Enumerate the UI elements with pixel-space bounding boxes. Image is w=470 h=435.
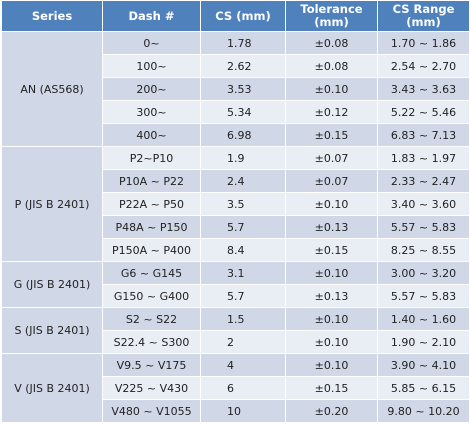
table-row: AN (AS568) 0~ 1.78 ±0.08 1.70 ~ 1.86 [1,31,470,147]
cs-range-cell: 2.33 ~ 2.47 [377,169,470,193]
dash-cell: P150A ~ P400 [102,238,201,262]
dash-cell: V225 ~ V430 [102,376,201,400]
table-row: 300~ 5.34 ±0.12 5.22 ~ 5.46 [2,100,470,124]
cs-range-cell: 3.40 ~ 3.60 [377,192,470,216]
tolerance-cell: ±0.15 [285,376,378,400]
cs-cell: 8.4 [200,238,286,262]
cs-cell: 10 [200,399,286,423]
cs-cell: 5.34 [200,100,286,124]
dash-cell: P2~P10 [102,146,201,170]
header-dash: Dash # [102,0,201,32]
tolerance-cell: ±0.10 [285,330,378,354]
dash-cell: 0~ [102,31,201,55]
cs-cell: 6 [200,376,286,400]
cs-cell: 3.5 [200,192,286,216]
tolerance-cell: ±0.10 [285,77,378,101]
header-cs-range: CS Range (mm) [377,0,470,32]
table-row: V225 ~ V430 6 ±0.15 5.85 ~ 6.15 [2,376,470,400]
series-cell: S (JIS B 2401) [1,307,103,354]
header-tolerance: Tolerance (mm) [285,0,378,32]
dash-cell: G6 ~ G145 [102,261,201,285]
header-row: Series Dash # CS (mm) Tolerance (mm) CS R… [1,0,470,32]
tolerance-cell: ±0.13 [285,215,378,239]
series-cell: AN (AS568) [1,31,103,147]
cs-cell: 2.62 [200,54,286,78]
table-row: P150A ~ P400 8.4 ±0.15 8.25 ~ 8.55 [2,238,470,262]
cs-cell: 1.5 [200,307,286,331]
cs-range-cell: 1.90 ~ 2.10 [377,330,470,354]
header-tolerance-line2: (mm) [314,15,349,29]
dash-cell: G150 ~ G400 [102,284,201,308]
tolerance-cell: ±0.08 [285,54,378,78]
table-row: V480 ~ V1055 10 ±0.20 9.80 ~ 10.20 [2,399,470,423]
tolerance-cell: ±0.07 [285,169,378,193]
dash-cell: 300~ [102,100,201,124]
dash-cell: P10A ~ P22 [102,169,201,193]
cs-range-cell: 3.00 ~ 3.20 [377,261,470,285]
series-cell: V (JIS B 2401) [1,353,103,423]
table-row: S (JIS B 2401) S2 ~ S22 1.5 ±0.10 1.40 ~… [1,307,470,354]
cs-range-cell: 5.57 ~ 5.83 [377,284,470,308]
series-cell: G (JIS B 2401) [1,261,103,308]
tolerance-cell: ±0.15 [285,238,378,262]
cs-cell: 5.7 [200,284,286,308]
cs-range-cell: 5.22 ~ 5.46 [377,100,470,124]
header-series: Series [1,0,103,32]
cs-range-cell: 6.83 ~ 7.13 [377,123,470,147]
dash-cell: 400~ [102,123,201,147]
cs-range-cell: 8.25 ~ 8.55 [377,238,470,262]
tolerance-cell: ±0.13 [285,284,378,308]
table-row: P (JIS B 2401) P2~P10 1.9 ±0.07 1.83 ~ 1… [1,146,470,262]
table-row: P22A ~ P50 3.5 ±0.10 3.40 ~ 3.60 [2,192,470,216]
dash-cell: P22A ~ P50 [102,192,201,216]
dash-cell: S22.4 ~ S300 [102,330,201,354]
cs-range-cell: 1.40 ~ 1.60 [377,307,470,331]
cs-cell: 5.7 [200,215,286,239]
tolerance-cell: ±0.08 [285,31,378,55]
table-row: 400~ 6.98 ±0.15 6.83 ~ 7.13 [2,123,470,147]
header-range-line2: (mm) [406,15,441,29]
cs-cell: 2 [200,330,286,354]
tolerance-cell: ±0.10 [285,192,378,216]
table-row: V (JIS B 2401) V9.5 ~ V175 4 ±0.10 3.90 … [1,353,470,423]
tolerance-cell: ±0.15 [285,123,378,147]
header-tolerance-line1: Tolerance [300,2,363,16]
table-row: G (JIS B 2401) G6 ~ G145 3.1 ±0.10 3.00 … [1,261,470,308]
table-row: P48A ~ P150 5.7 ±0.13 5.57 ~ 5.83 [2,215,470,239]
tolerance-cell: ±0.10 [285,353,378,377]
cs-cell: 3.1 [200,261,286,285]
cs-cell: 6.98 [200,123,286,147]
cs-range-cell: 3.43 ~ 3.63 [377,77,470,101]
cs-cell: 1.78 [200,31,286,55]
dash-cell: 100~ [102,54,201,78]
table-row: 100~ 2.62 ±0.08 2.54 ~ 2.70 [2,54,470,78]
header-range-line1: CS Range [392,2,455,16]
cs-range-cell: 5.57 ~ 5.83 [377,215,470,239]
tolerance-cell: ±0.12 [285,100,378,124]
series-cell: P (JIS B 2401) [1,146,103,262]
dash-cell: S2 ~ S22 [102,307,201,331]
cs-cell: 4 [200,353,286,377]
oring-size-table: Series Dash # CS (mm) Tolerance (mm) CS R… [1,0,470,423]
cs-range-cell: 1.70 ~ 1.86 [377,31,470,55]
cs-range-cell: 2.54 ~ 2.70 [377,54,470,78]
cs-cell: 3.53 [200,77,286,101]
tolerance-cell: ±0.20 [285,399,378,423]
cs-range-cell: 3.90 ~ 4.10 [377,353,470,377]
cs-cell: 2.4 [200,169,286,193]
dash-cell: P48A ~ P150 [102,215,201,239]
dash-cell: 200~ [102,77,201,101]
cs-range-cell: 1.83 ~ 1.97 [377,146,470,170]
cs-cell: 1.9 [200,146,286,170]
cs-range-cell: 5.85 ~ 6.15 [377,376,470,400]
table-row: P10A ~ P22 2.4 ±0.07 2.33 ~ 2.47 [2,169,470,193]
tolerance-cell: ±0.10 [285,307,378,331]
cs-range-cell: 9.80 ~ 10.20 [377,399,470,423]
tolerance-cell: ±0.07 [285,146,378,170]
header-cs: CS (mm) [200,0,286,32]
dash-cell: V480 ~ V1055 [102,399,201,423]
tolerance-cell: ±0.10 [285,261,378,285]
table-row: S22.4 ~ S300 2 ±0.10 1.90 ~ 2.10 [2,330,470,354]
dash-cell: V9.5 ~ V175 [102,353,201,377]
